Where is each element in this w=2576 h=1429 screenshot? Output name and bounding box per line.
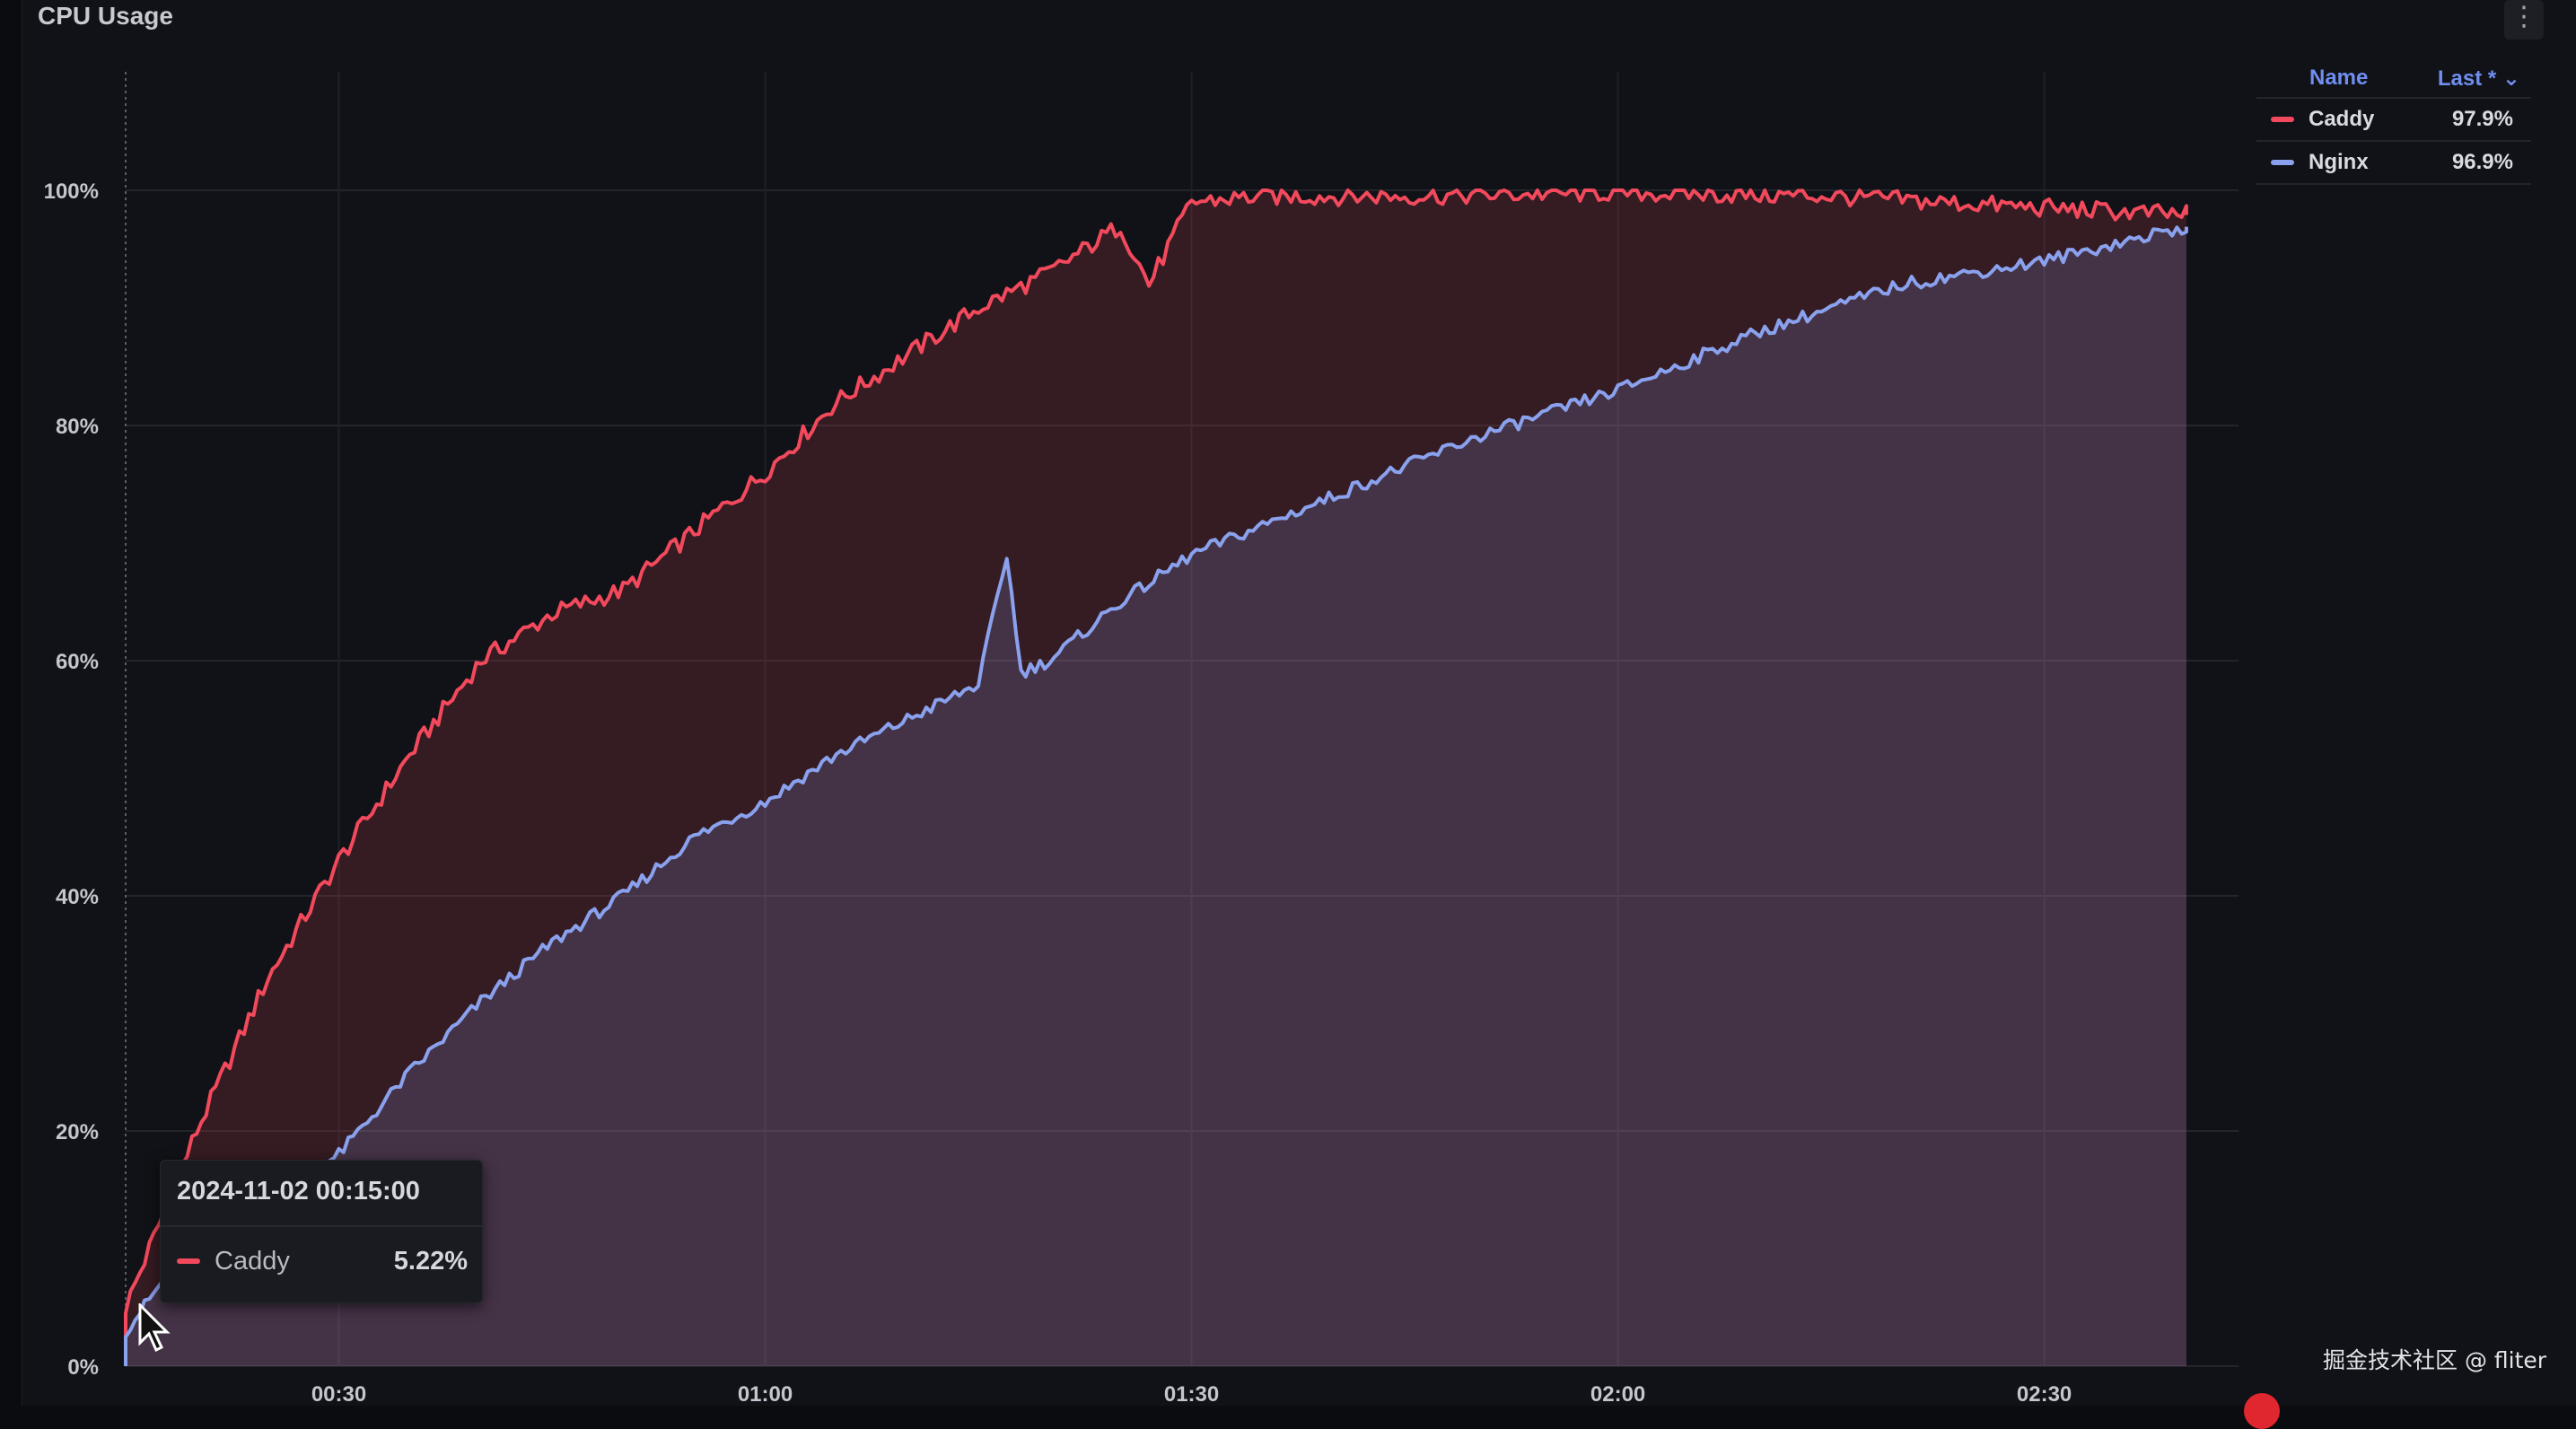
legend-item-label: Nginx	[2309, 150, 2369, 174]
tooltip-time: 2024-11-02 00:15:00	[177, 1177, 420, 1205]
legend-header-last[interactable]: Last * ⌄	[2437, 66, 2520, 91]
chart-tooltip: 2024-11-02 00:15:00 Caddy 5.22%	[160, 1160, 483, 1303]
legend-header-name[interactable]: Name	[2309, 66, 2369, 90]
chevron-down-icon: ⌄	[2502, 66, 2520, 91]
legend-swatch-caddy	[2271, 117, 2294, 122]
legend-item-value: 97.9%	[2451, 107, 2513, 131]
chart-areas	[126, 190, 2186, 1367]
x-axis: 00:30 01:00 01:30 02:00 02:30	[311, 1382, 2072, 1406]
chart-lines	[124, 188, 2188, 1366]
panel-title: CPU Usage	[38, 2, 173, 30]
tooltip-value: 5.22%	[393, 1246, 468, 1276]
watermark: 掘金技术社区 @ fliter	[2323, 1347, 2547, 1373]
kebab-menu-icon[interactable]: ⋮	[2504, 0, 2544, 39]
y-tick-label: 40%	[56, 885, 99, 909]
y-axis: 0% 20% 40% 60% 80% 100%	[44, 180, 99, 1380]
series-area-nginx	[126, 226, 2186, 1367]
tooltip-divider	[161, 1225, 482, 1227]
recording-indicator	[2244, 1393, 2280, 1429]
legend-swatch-nginx	[2271, 160, 2294, 165]
series-line-nginx	[124, 225, 2188, 1366]
y-tick-label: 100%	[44, 180, 99, 204]
y-tick-label: 60%	[56, 650, 99, 674]
chart-grid	[125, 72, 2239, 1367]
series-line-caddy	[124, 188, 2188, 1366]
x-tick-label: 02:30	[2017, 1382, 2072, 1406]
legend-item-label: Caddy	[2309, 107, 2375, 131]
mouse-pointer-icon	[138, 1303, 171, 1353]
x-tick-label: 00:30	[311, 1382, 366, 1406]
legend-item-nginx[interactable]: Nginx 96.9%	[2256, 142, 2531, 185]
x-tick-label: 01:30	[1164, 1382, 1219, 1406]
series-area-caddy	[126, 190, 2186, 1366]
tooltip-swatch	[177, 1258, 200, 1264]
legend-item-value: 96.9%	[2451, 150, 2513, 174]
y-tick-label: 0%	[67, 1355, 99, 1380]
x-tick-label: 01:00	[738, 1382, 793, 1406]
chart-legend: Name Last * ⌄ Caddy 97.9% Nginx 96.9%	[2256, 59, 2531, 185]
legend-item-caddy[interactable]: Caddy 97.9%	[2256, 99, 2531, 142]
y-tick-label: 80%	[56, 415, 99, 439]
y-tick-label: 20%	[56, 1120, 99, 1144]
x-tick-label: 02:00	[1590, 1382, 1645, 1406]
tooltip-row: Caddy 5.22%	[177, 1243, 468, 1279]
tooltip-series-name: Caddy	[215, 1246, 290, 1276]
legend-header: Name Last * ⌄	[2256, 59, 2531, 99]
